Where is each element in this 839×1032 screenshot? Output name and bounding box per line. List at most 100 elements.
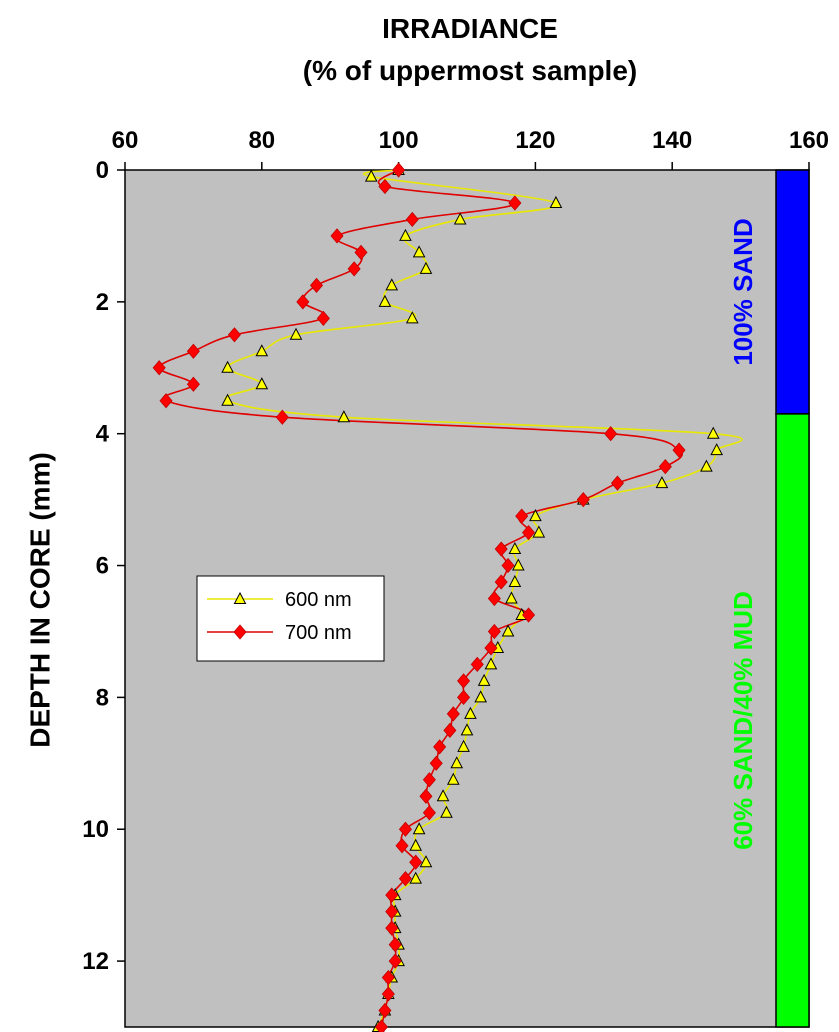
- data-point-1: [429, 755, 443, 771]
- data-point-0: [337, 410, 351, 423]
- legend: 600 nm 700 nm: [196, 575, 385, 662]
- data-point-0: [450, 756, 464, 769]
- data-point-0: [419, 855, 433, 868]
- y-tick-label: 6: [96, 553, 109, 580]
- data-point-1: [398, 871, 412, 887]
- y-tick-label: 4: [96, 421, 110, 448]
- data-point-1: [443, 722, 457, 738]
- x-tick-label: 60: [112, 127, 139, 154]
- data-point-1: [152, 360, 166, 376]
- data-point-1: [296, 294, 310, 310]
- legend-marker-0: [233, 591, 247, 604]
- data-point-1: [457, 689, 471, 705]
- data-point-1: [381, 986, 395, 1002]
- x-tick-label: 160: [789, 127, 829, 154]
- data-point-1: [385, 887, 399, 903]
- data-point-1: [610, 475, 625, 491]
- data-point-0: [706, 426, 720, 439]
- band-label-1: 60% SAND/40% MUD: [728, 591, 758, 850]
- data-point-1: [347, 261, 361, 277]
- data-point-0: [700, 459, 713, 472]
- data-point-0: [221, 393, 234, 406]
- data-point-1: [275, 409, 289, 425]
- data-point-0: [655, 476, 669, 489]
- data-point-0: [440, 805, 453, 818]
- data-point-0: [457, 739, 470, 752]
- data-point-1: [484, 640, 498, 656]
- data-point-0: [255, 344, 269, 357]
- data-point-0: [508, 541, 522, 555]
- y-tick-label: 0: [96, 157, 109, 184]
- y-tick-label: 10: [82, 816, 109, 843]
- data-point-0: [532, 525, 546, 538]
- data-point-1: [672, 442, 686, 458]
- y-axis-ticks: 0 2 4 6 8 10 12: [82, 157, 125, 975]
- chart-title: IRRADIANCE: [382, 13, 558, 44]
- legend-label-1: 700 nm: [285, 622, 352, 644]
- band-label-0: 100% SAND: [728, 218, 758, 365]
- data-point-1: [405, 211, 419, 228]
- data-point-0: [464, 706, 477, 719]
- data-point-1: [433, 739, 447, 755]
- data-point-1: [487, 623, 501, 640]
- data-point-0: [508, 574, 522, 588]
- data-point-1: [398, 821, 412, 837]
- data-point-1: [227, 327, 241, 343]
- data-point-1: [354, 244, 368, 261]
- data-point-1: [501, 557, 515, 574]
- data-point-0: [409, 838, 423, 851]
- data-point-0: [484, 657, 498, 670]
- data-point-1: [186, 343, 200, 359]
- data-point-0: [460, 723, 474, 736]
- data-point-1: [494, 541, 508, 557]
- data-point-0: [364, 169, 378, 182]
- data-point-1: [515, 508, 529, 524]
- x-tick-label: 140: [652, 127, 692, 154]
- data-point-0: [409, 871, 423, 884]
- data-point-1: [378, 178, 392, 195]
- data-point-1: [494, 574, 508, 590]
- data-point-1: [381, 969, 395, 986]
- data-point-0: [399, 228, 412, 241]
- data-point-0: [221, 360, 234, 373]
- data-point-1: [316, 310, 330, 326]
- data-point-1: [457, 673, 471, 689]
- data-point-0: [255, 377, 269, 390]
- data-point-0: [710, 443, 723, 456]
- data-point-1: [392, 162, 406, 178]
- data-point-1: [159, 393, 173, 409]
- data-point-1: [385, 904, 399, 920]
- data-point-0: [511, 558, 525, 571]
- data-point-0: [477, 673, 491, 686]
- x-tick-label: 80: [248, 127, 275, 154]
- data-point-1: [576, 492, 590, 508]
- band-1: [775, 413, 810, 1028]
- data-point-1: [522, 524, 536, 541]
- legend-label-0: 600 nm: [285, 589, 352, 611]
- data-point-0: [446, 772, 460, 785]
- data-point-1: [388, 936, 402, 953]
- data-point-0: [289, 327, 303, 340]
- data-point-0: [474, 690, 488, 703]
- data-point-1: [374, 1019, 389, 1032]
- y-tick-label: 12: [82, 948, 109, 975]
- data-point-1: [309, 277, 324, 293]
- data-point-0: [385, 278, 399, 291]
- sediment-bands: 100% SAND 60% SAND/40% MUD: [728, 169, 810, 1028]
- data-point-1: [422, 772, 436, 788]
- data-point-1: [330, 228, 344, 244]
- data-point-1: [409, 854, 423, 870]
- legend-marker-1: [233, 624, 247, 640]
- data-point-0: [453, 212, 467, 225]
- data-point-1: [422, 805, 436, 821]
- data-point-1: [378, 1002, 392, 1019]
- data-point-1: [508, 195, 522, 211]
- data-point-1: [604, 426, 618, 442]
- data-point-1: [388, 953, 402, 969]
- data-point-1: [186, 376, 200, 392]
- legend-box: [196, 575, 385, 662]
- data-point-0: [419, 261, 433, 274]
- data-point-0: [505, 591, 518, 604]
- x-axis-ticks: 60 80 100 120 140 160: [112, 127, 829, 170]
